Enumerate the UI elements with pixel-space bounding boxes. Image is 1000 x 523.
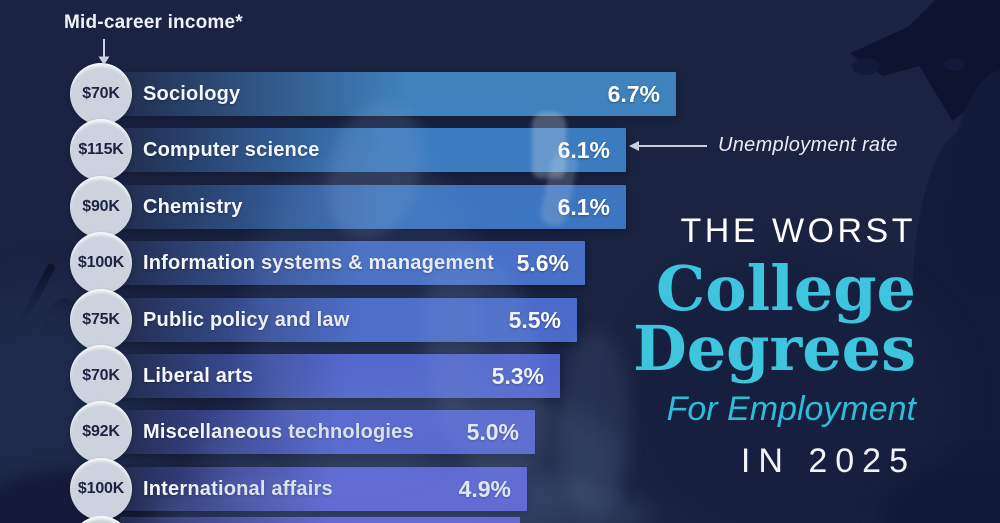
unemployment-bar: Public policy and law 5.5% xyxy=(120,298,577,342)
left-arrow-icon xyxy=(629,140,707,151)
income-value: $90K xyxy=(82,198,120,215)
background-silhouette xyxy=(944,58,965,71)
title-word-college: College xyxy=(655,252,916,325)
unemployment-value: 5.6% xyxy=(516,249,569,276)
unemployment-bar: Computer science 6.1% xyxy=(120,128,626,172)
income-value: $100K xyxy=(77,480,125,497)
unemployment-value: 6.1% xyxy=(557,193,610,220)
unemployment-bar: Information systems & management 5.6% xyxy=(120,241,585,285)
income-circle: $90K xyxy=(70,176,132,238)
unemployment-bar: Sociology 6.7% xyxy=(120,72,676,116)
income-value: $115K xyxy=(78,141,124,158)
unemployment-annotation-label: Unemployment rate xyxy=(718,134,898,156)
income-circle: $92K xyxy=(70,401,132,463)
income-circle: $100K xyxy=(70,458,132,520)
down-arrow-icon xyxy=(98,39,110,65)
unemployment-value: 5.3% xyxy=(491,362,544,389)
partial-next-bar xyxy=(120,517,520,523)
income-circle: $70K xyxy=(70,345,132,407)
degree-label: Chemistry xyxy=(143,195,243,218)
income-circle: $115K xyxy=(70,119,132,181)
income-value: $70K xyxy=(82,85,120,102)
title-kicker: THE WORST xyxy=(680,212,916,250)
income-annotation-label: Mid-career income* xyxy=(64,12,243,33)
income-value: $100K xyxy=(77,254,125,271)
income-value: $70K xyxy=(82,367,120,384)
degree-label: Computer science xyxy=(143,138,320,161)
income-circle: $100K xyxy=(70,232,132,294)
degree-label: Liberal arts xyxy=(143,364,254,387)
unemployment-annotation: Unemployment rate xyxy=(628,134,898,157)
unemployment-bar: Chemistry 6.1% xyxy=(120,185,626,229)
income-value: $75K xyxy=(82,311,120,328)
income-value: $92K xyxy=(82,423,120,440)
unemployment-bar: Miscellaneous technologies 5.0% xyxy=(120,410,535,454)
degree-label: Sociology xyxy=(143,82,241,105)
title-subtitle: For Employment xyxy=(666,390,916,429)
background-silhouette xyxy=(630,255,960,523)
unemployment-value: 5.5% xyxy=(508,306,561,333)
unemployment-bar: Liberal arts 5.3% xyxy=(120,354,560,398)
income-circle: $75K xyxy=(70,289,132,351)
title-word-degrees: Degrees xyxy=(632,311,916,385)
unemployment-bar: International affairs 4.9% xyxy=(120,467,527,511)
unemployment-value: 6.1% xyxy=(557,136,610,163)
degree-label: Information systems & management xyxy=(143,251,494,274)
degree-label: International affairs xyxy=(143,477,333,500)
income-circle: $70K xyxy=(70,63,132,125)
degree-label: Miscellaneous technologies xyxy=(143,420,414,443)
unemployment-value: 6.7% xyxy=(607,80,660,107)
background-silhouette xyxy=(852,58,880,75)
unemployment-value: 5.0% xyxy=(466,418,519,445)
income-annotation: Mid-career income* xyxy=(64,12,243,34)
title-block: THE WORST College Degrees For Employment… xyxy=(633,212,916,481)
unemployment-value: 4.9% xyxy=(458,475,511,502)
degree-label: Public policy and law xyxy=(143,308,350,331)
title-year: IN 2025 xyxy=(740,442,916,481)
partial-next-income-circle xyxy=(70,516,132,523)
